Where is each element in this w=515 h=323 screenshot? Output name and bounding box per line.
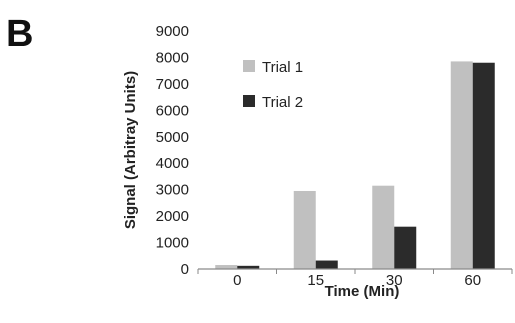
y-tick-label: 0 bbox=[181, 261, 189, 278]
y-tick-label: 4000 bbox=[156, 155, 189, 172]
bar-trial-2-t60 bbox=[472, 62, 495, 269]
y-tick-label: 7000 bbox=[156, 76, 189, 93]
bar-trial-2-t30 bbox=[394, 226, 417, 269]
x-tick-label: 0 bbox=[233, 272, 241, 289]
y-tick-label: 9000 bbox=[156, 23, 189, 40]
legend-swatch-trial-2 bbox=[243, 95, 255, 107]
panel-label: B bbox=[6, 13, 33, 55]
legend: Trial 1 Trial 2 bbox=[243, 59, 303, 111]
x-tick-label: 15 bbox=[307, 272, 324, 289]
y-axis-ticks: 0 1000 2000 3000 4000 5000 6000 7000 8000 9000 bbox=[156, 23, 189, 278]
legend-label-trial-1: Trial 1 bbox=[262, 59, 303, 76]
y-tick-label: 6000 bbox=[156, 102, 189, 119]
bar-trial-2-t15 bbox=[315, 260, 338, 269]
y-tick-label: 8000 bbox=[156, 49, 189, 66]
x-axis-title: Time (Min) bbox=[325, 283, 400, 300]
y-tick-label: 5000 bbox=[156, 129, 189, 146]
legend-swatch-trial-1 bbox=[243, 60, 255, 72]
bar-trial-1-t15 bbox=[293, 190, 316, 269]
bar-trial-2-t0 bbox=[237, 265, 260, 269]
y-tick-label: 1000 bbox=[156, 235, 189, 252]
bar-trial-1-t0 bbox=[215, 265, 238, 269]
y-tick-label: 3000 bbox=[156, 182, 189, 199]
x-axis-ticks: 0 15 30 60 bbox=[197, 269, 513, 289]
x-tick-label: 60 bbox=[464, 272, 481, 289]
legend-label-trial-2: Trial 2 bbox=[262, 94, 303, 111]
y-axis-title: Signal (Arbitray Units) bbox=[122, 71, 139, 229]
bars bbox=[215, 61, 495, 270]
y-tick-label: 2000 bbox=[156, 208, 189, 225]
bar-trial-1-t30 bbox=[372, 185, 395, 269]
bar-trial-1-t60 bbox=[450, 61, 473, 270]
x-tick-label: 30 bbox=[386, 272, 403, 289]
